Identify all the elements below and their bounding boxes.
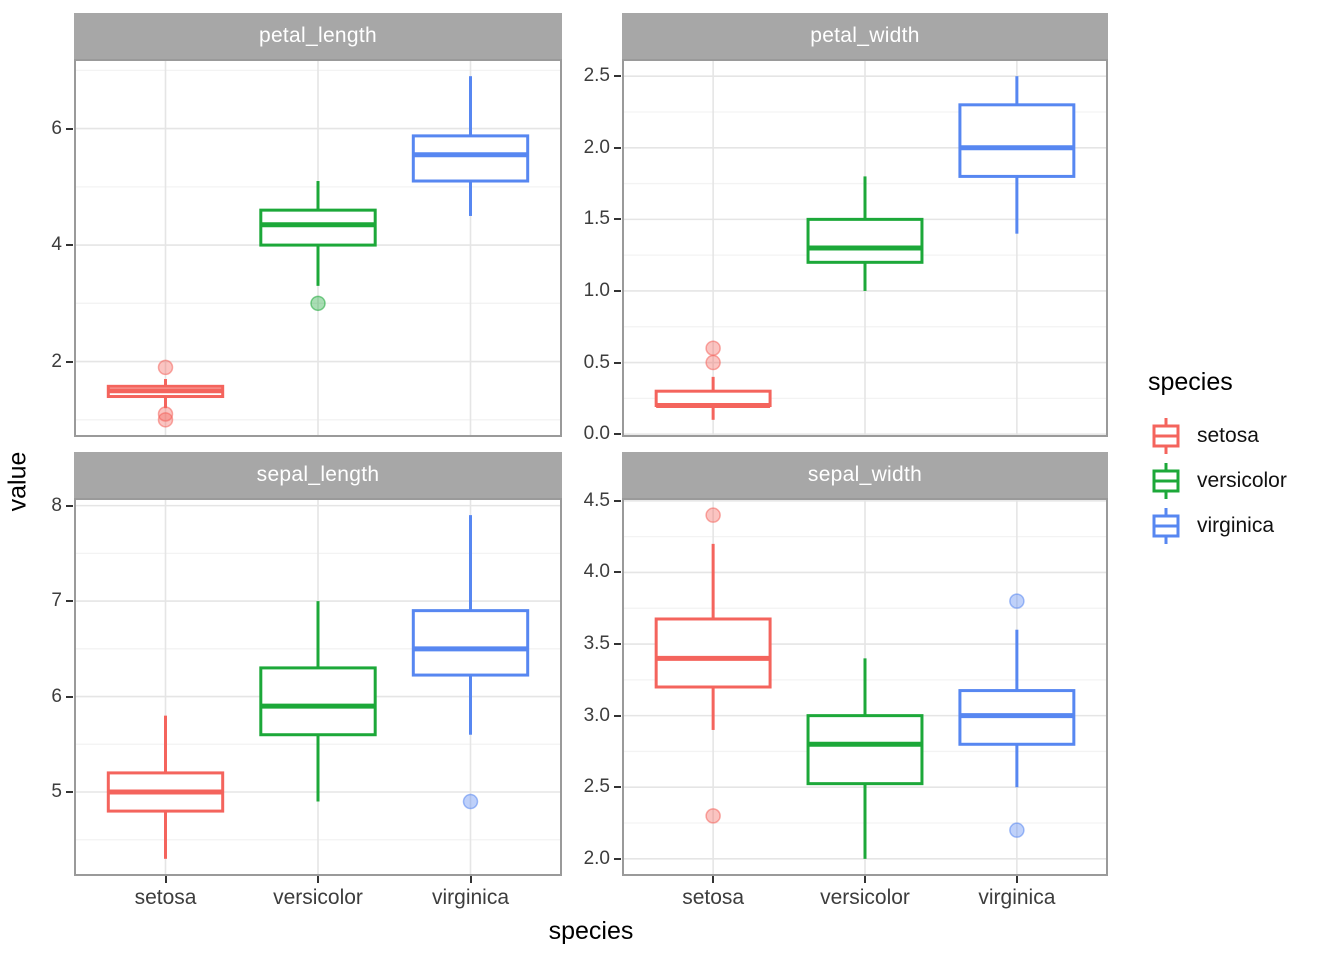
y-tick-mark	[614, 786, 621, 789]
x-tick-label: setosa	[682, 886, 745, 909]
x-tick-label: setosa	[134, 886, 197, 909]
y-tick-label: 2.5	[583, 776, 610, 798]
facet-panel-petal-length: 2 4 6	[51, 59, 562, 437]
y-tick-label: 4	[51, 234, 62, 256]
y-tick-mark	[66, 695, 73, 698]
facet-panel-sepal-width: 2.0 2.5 3.0 3.5 4.0 4.5 setosa versicolor virgin…	[584, 490, 1108, 909]
y-tick-mark	[614, 361, 621, 364]
x-tick-mark	[1015, 876, 1018, 883]
y-tick-mark	[66, 127, 73, 130]
facet-sepal-length: sepal_length 5 6 7 8 setosa versicolor virgini…	[51, 452, 562, 909]
boxplot-key-icon	[1148, 505, 1184, 547]
facet-plot-canvas	[74, 59, 562, 437]
x-tick-label: virginica	[431, 886, 510, 909]
x-tick-label: virginica	[978, 886, 1056, 909]
x-axis-title: species	[548, 917, 634, 945]
y-tick-mark	[614, 146, 621, 149]
y-tick-label: 7	[51, 590, 62, 612]
facet-panel-sepal-length: 5 6 7 8 setosa versicolor virginica	[51, 495, 562, 909]
facet-plot-canvas	[622, 498, 1108, 876]
y-tick-label: 1.0	[583, 279, 610, 301]
y-tick-label: 2.0	[583, 847, 610, 869]
facet-strip-label: sepal_width	[807, 463, 923, 486]
x-tick-mark	[712, 876, 715, 883]
y-tick-label: 1.5	[583, 208, 610, 230]
y-axis-title: value	[3, 451, 32, 512]
x-tick-label: versicolor	[820, 886, 910, 909]
y-tick-label: 4.5	[583, 489, 610, 511]
x-tick-mark	[469, 876, 472, 883]
facet-strip-label: petal_width	[810, 24, 920, 47]
x-tick-mark	[164, 876, 167, 883]
facet-petal-width: petal_width 0.0 0.5 1.0 1.5 2.0 2.5	[584, 13, 1108, 444]
facet-strip-label: petal_length	[258, 24, 378, 47]
facet-strip-label: sepal_length	[256, 463, 380, 486]
y-tick-label: 2.0	[583, 136, 610, 158]
x-tick-mark	[864, 876, 866, 883]
boxplot-key-icon	[1148, 415, 1184, 457]
y-tick-mark	[614, 289, 621, 292]
y-tick-label: 3.5	[583, 633, 610, 655]
y-tick-label: 2.5	[583, 65, 610, 87]
legend-item-setosa: setosa	[1148, 413, 1338, 458]
y-tick-label: 8	[51, 494, 62, 516]
facet-strip: sepal_width	[622, 452, 1108, 498]
legend: species setosa versic	[1148, 368, 1338, 548]
facet-strip: petal_width	[622, 13, 1108, 59]
boxplot-key-icon	[1148, 460, 1184, 502]
facet-strip: petal_length	[74, 13, 562, 59]
legend-item-virginica: virginica	[1148, 503, 1338, 548]
y-tick-mark	[614, 75, 621, 78]
y-tick-label: 6	[51, 117, 62, 139]
facet-plot-canvas	[622, 59, 1108, 437]
y-tick-mark	[614, 714, 621, 717]
x-tick-mark	[317, 876, 319, 883]
legend-title: species	[1148, 368, 1233, 396]
y-tick-mark	[614, 433, 621, 436]
facet-plot-canvas	[74, 498, 562, 876]
y-tick-mark	[66, 360, 73, 363]
y-tick-label: 0.5	[583, 351, 610, 373]
legend-label: virginica	[1197, 513, 1275, 537]
y-tick-mark	[614, 643, 621, 646]
y-tick-mark	[66, 244, 73, 247]
y-tick-label: 6	[51, 685, 62, 707]
y-tick-mark	[614, 571, 621, 574]
y-tick-mark	[66, 791, 73, 793]
facet-sepal-width: sepal_width 2.0 2.5 3.0 3.5 4.0 4.5 setosa vers…	[584, 452, 1108, 909]
facet-strip: sepal_length	[74, 452, 562, 498]
y-tick-mark	[614, 857, 621, 860]
legend-label: setosa	[1197, 423, 1259, 447]
facet-panel-petal-width: 0.0 0.5 1.0 1.5 2.0 2.5	[584, 59, 1108, 444]
y-tick-mark	[614, 499, 621, 502]
facet-petal-length: petal_length 2 4 6	[51, 13, 562, 437]
legend-item-versicolor: versicolor	[1148, 458, 1338, 503]
y-tick-label: 0.0	[583, 423, 610, 445]
y-tick-mark	[66, 504, 73, 507]
y-tick-mark	[66, 600, 73, 603]
y-tick-label: 3.0	[583, 704, 610, 726]
y-tick-label: 2	[51, 350, 62, 372]
x-tick-label: versicolor	[273, 886, 363, 909]
y-tick-label: 4.0	[583, 561, 610, 583]
y-tick-label: 5	[51, 781, 62, 802]
legend-label: versicolor	[1197, 468, 1287, 492]
y-tick-mark	[614, 218, 621, 221]
